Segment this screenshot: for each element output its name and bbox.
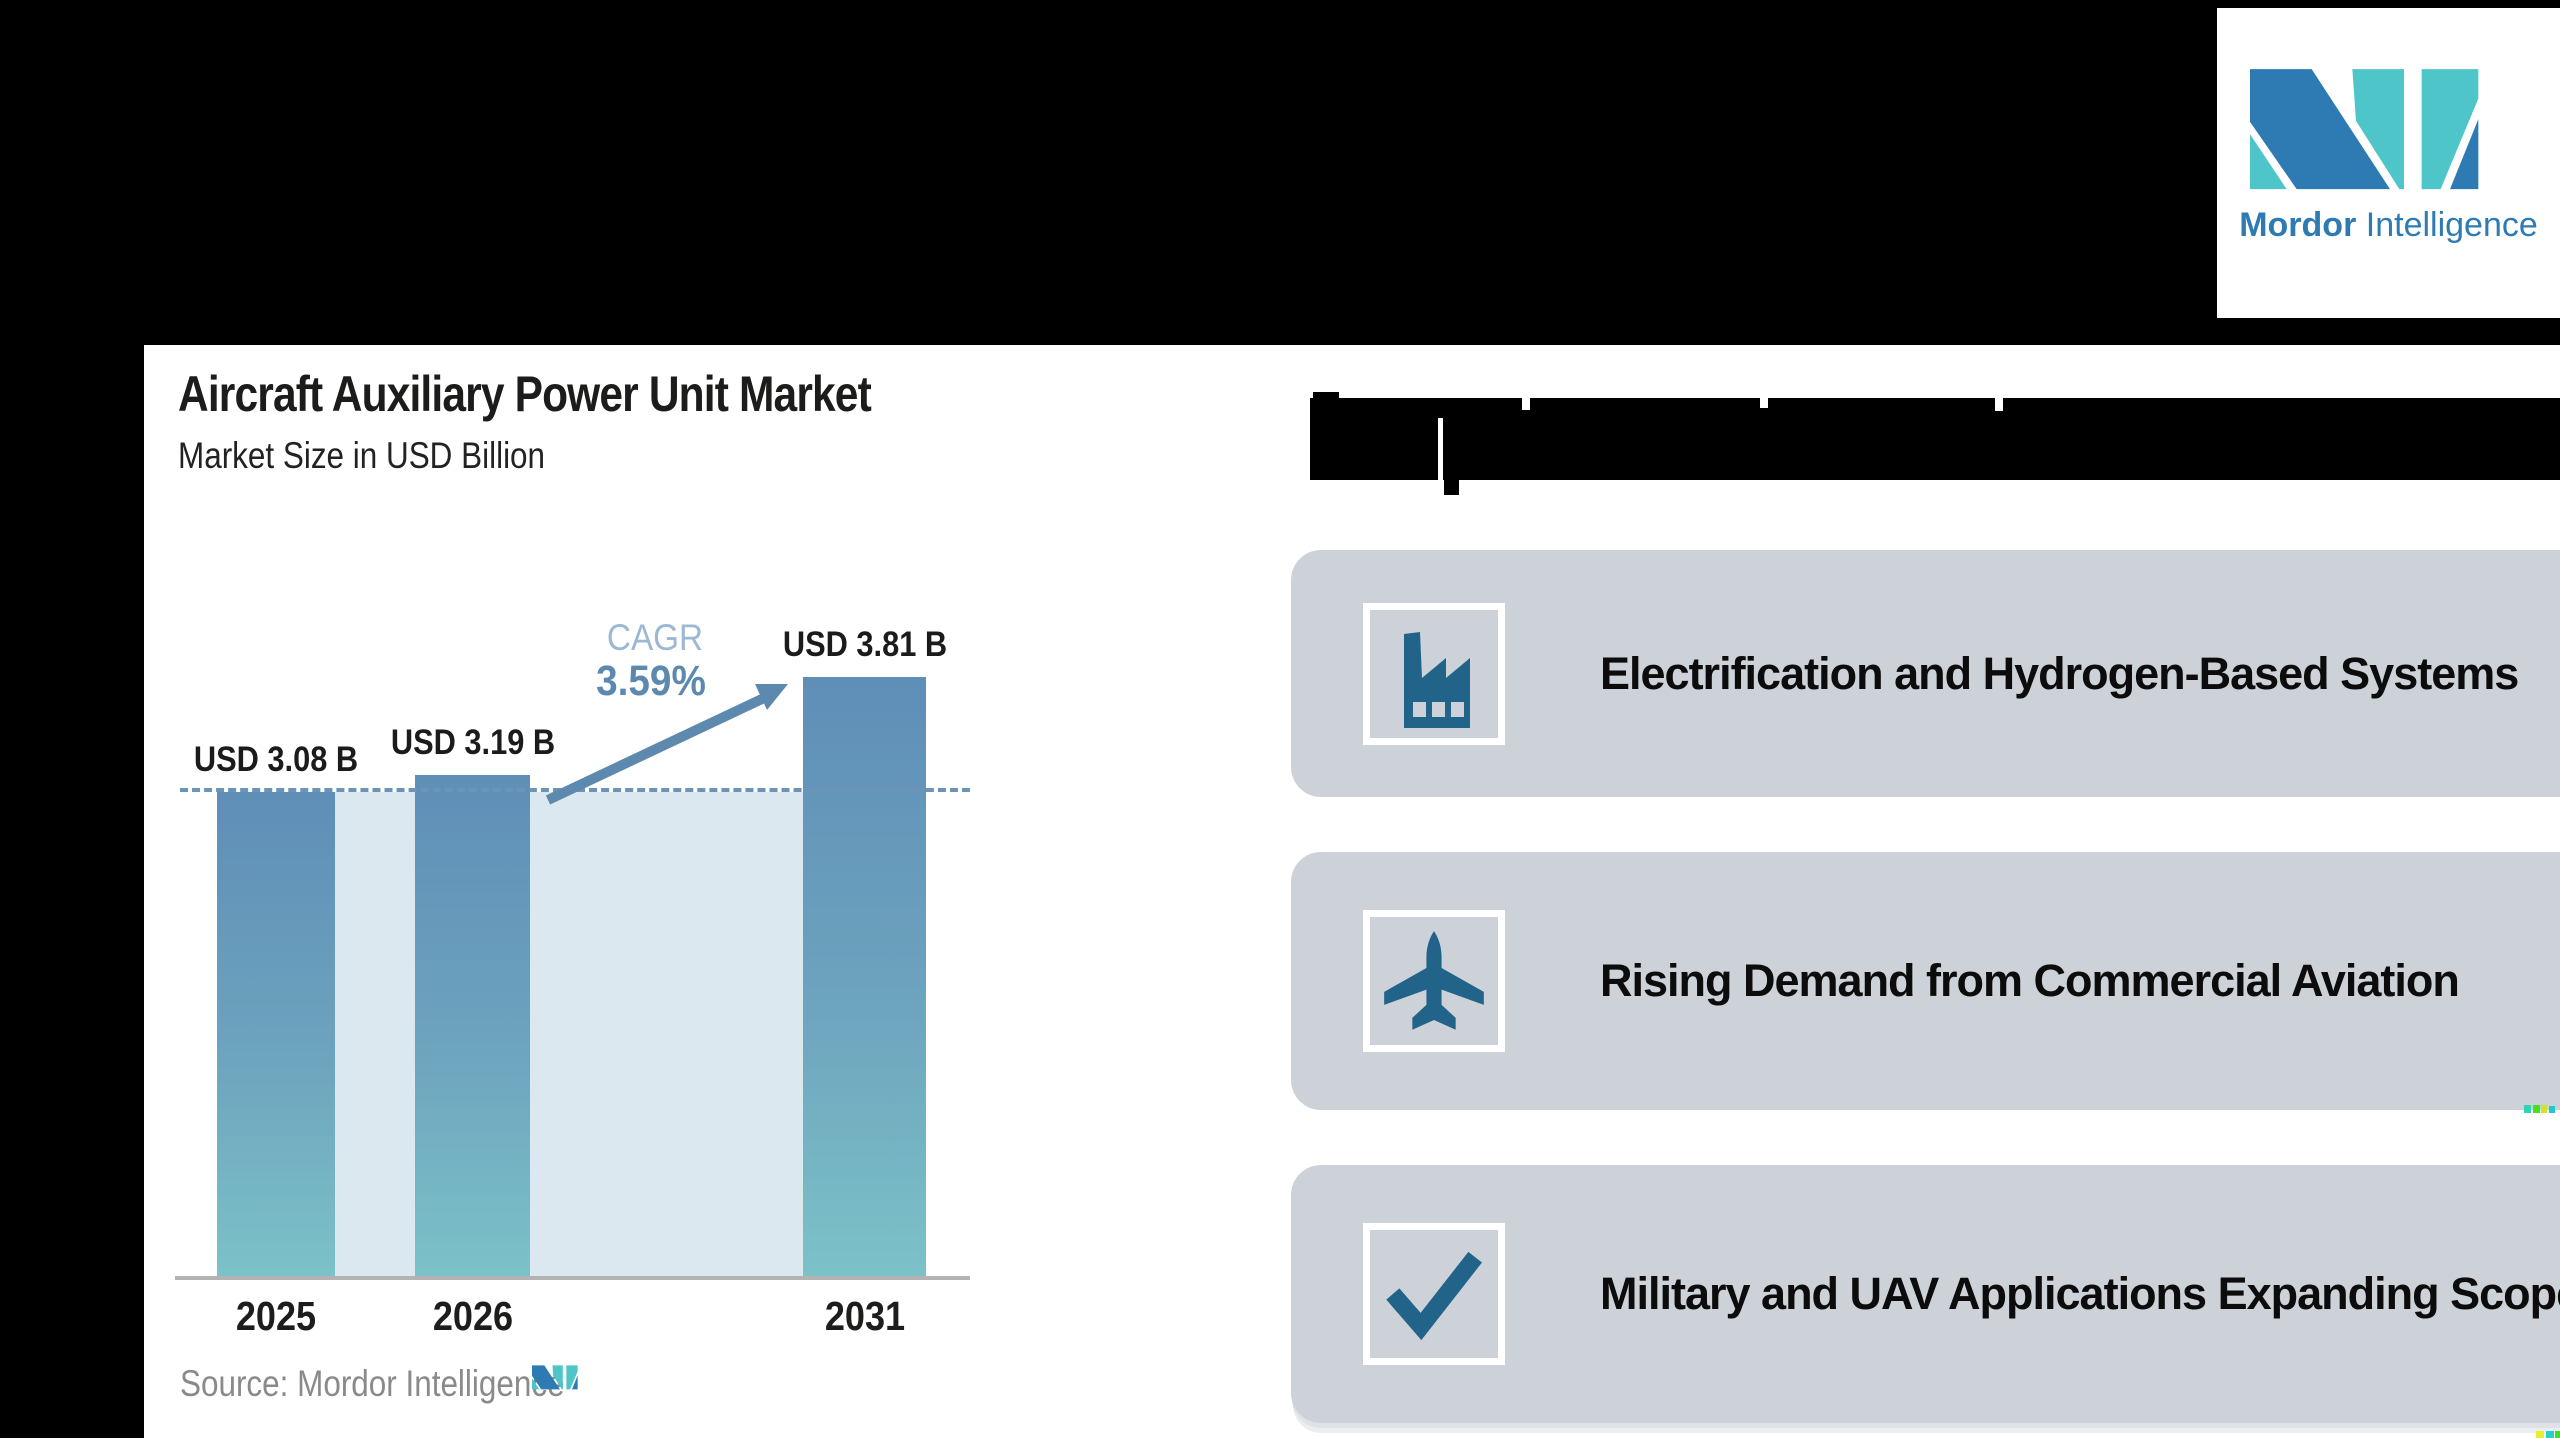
redaction-gap	[1522, 398, 1530, 410]
redaction-gap	[1995, 398, 2003, 411]
bar-value-label: USD 3.19 B	[390, 723, 556, 762]
brand-name-bold: Mordor	[2239, 206, 2357, 244]
key-point-card: Military and UAV Applications Expanding …	[1291, 1165, 2560, 1423]
bar-value-label: USD 3.81 B	[782, 625, 948, 664]
mordor-intelligence-logo-icon	[2250, 69, 2479, 190]
content-area: Aircraft Auxiliary Power Unit Market Mar…	[144, 345, 2560, 1438]
pixel-artifact	[2549, 1106, 2555, 1113]
bar-chart-plot: USD 3.08 B 2025 USD 3.19 B 2026 USD 3.81 B 20…	[144, 345, 1257, 1438]
brand-name-light: Intelligence	[2365, 206, 2538, 244]
pixel-artifact	[2546, 1431, 2554, 1438]
bar-2026	[415, 775, 530, 1278]
pixel-artifact	[2555, 1431, 2560, 1438]
redaction-fragment	[1313, 392, 1339, 400]
source-text: Source: Mordor Intelligence	[180, 1363, 565, 1404]
chart-subtitle: Market Size in USD Billion	[178, 435, 546, 476]
redaction-gap	[1760, 398, 1768, 408]
factory-icon	[1404, 631, 1470, 728]
x-axis-tick-label: 2026	[432, 1293, 514, 1339]
chart-title: Aircraft Auxiliary Power Unit Market	[178, 366, 872, 422]
key-point-label: Rising Demand from Commercial Aviation	[1600, 955, 2460, 1006]
bar-value-label: USD 3.08 B	[193, 740, 359, 779]
bar-2025	[217, 792, 335, 1278]
mordor-intelligence-logo-icon	[532, 1365, 578, 1390]
x-axis-tick-label: 2031	[824, 1293, 906, 1339]
pixel-artifact	[2541, 1105, 2547, 1113]
redacted-heading-bar	[1310, 392, 2560, 495]
key-point-card: Electrification and Hydrogen-Based Syste…	[1291, 550, 2560, 797]
pixel-artifact	[2536, 1431, 2544, 1438]
cagr-trend-arrow-icon	[545, 684, 788, 805]
key-point-label: Military and UAV Applications Expanding …	[1600, 1268, 2560, 1319]
icon-frame	[1363, 1223, 1505, 1365]
cagr-value: 3.59%	[596, 657, 706, 705]
checkmark-icon	[1386, 1251, 1482, 1341]
icon-frame	[1363, 910, 1505, 1052]
redaction-gap	[1438, 418, 1443, 480]
pixel-artifact	[2524, 1105, 2531, 1113]
bar-2031	[803, 677, 926, 1278]
airplane-icon	[1384, 931, 1484, 1030]
key-point-label: Electrification and Hydrogen-Based Syste…	[1600, 647, 2519, 699]
x-axis-tick-label: 2025	[235, 1293, 317, 1339]
redaction-fragment	[1444, 480, 1459, 495]
cagr-label: CAGR	[606, 617, 704, 658]
pixel-artifact	[2533, 1105, 2540, 1113]
key-point-card: Rising Demand from Commercial Aviation	[1291, 852, 2560, 1110]
icon-frame	[1363, 602, 1505, 745]
brand-logo-box: Mordor Intelligence	[2217, 8, 2560, 318]
brand-logo-text: Mordor Intelligence	[2217, 206, 2560, 245]
x-axis-line	[175, 1276, 970, 1280]
